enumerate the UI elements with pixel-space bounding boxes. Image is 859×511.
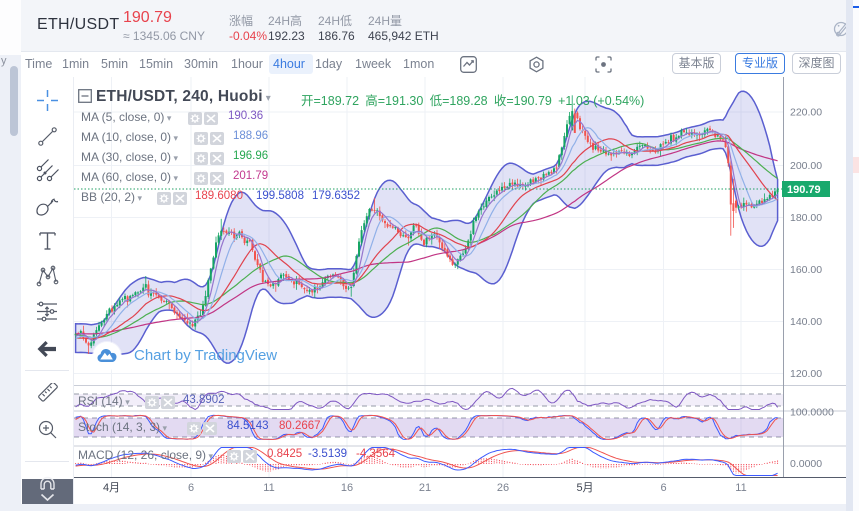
svg-text:5月: 5月 bbox=[576, 482, 593, 494]
svg-text:6: 6 bbox=[188, 482, 194, 494]
svg-text:140.00: 140.00 bbox=[790, 316, 822, 328]
svg-text:4月: 4月 bbox=[103, 482, 120, 494]
svg-text:180.00: 180.00 bbox=[790, 212, 822, 224]
svg-text:200.00: 200.00 bbox=[790, 160, 822, 172]
svg-text:26: 26 bbox=[497, 482, 509, 494]
svg-text:21: 21 bbox=[419, 482, 431, 494]
svg-text:11: 11 bbox=[735, 482, 746, 494]
svg-text:6: 6 bbox=[660, 482, 666, 494]
svg-text:160.00: 160.00 bbox=[790, 264, 822, 276]
svg-text:100.0000: 100.0000 bbox=[790, 407, 834, 419]
svg-text:220.00: 220.00 bbox=[790, 107, 822, 119]
svg-text:120.00: 120.00 bbox=[790, 368, 822, 380]
svg-text:11: 11 bbox=[263, 482, 274, 494]
svg-text:190.79: 190.79 bbox=[787, 184, 821, 196]
svg-text:16: 16 bbox=[341, 482, 353, 494]
svg-text:0.0000: 0.0000 bbox=[790, 458, 822, 470]
